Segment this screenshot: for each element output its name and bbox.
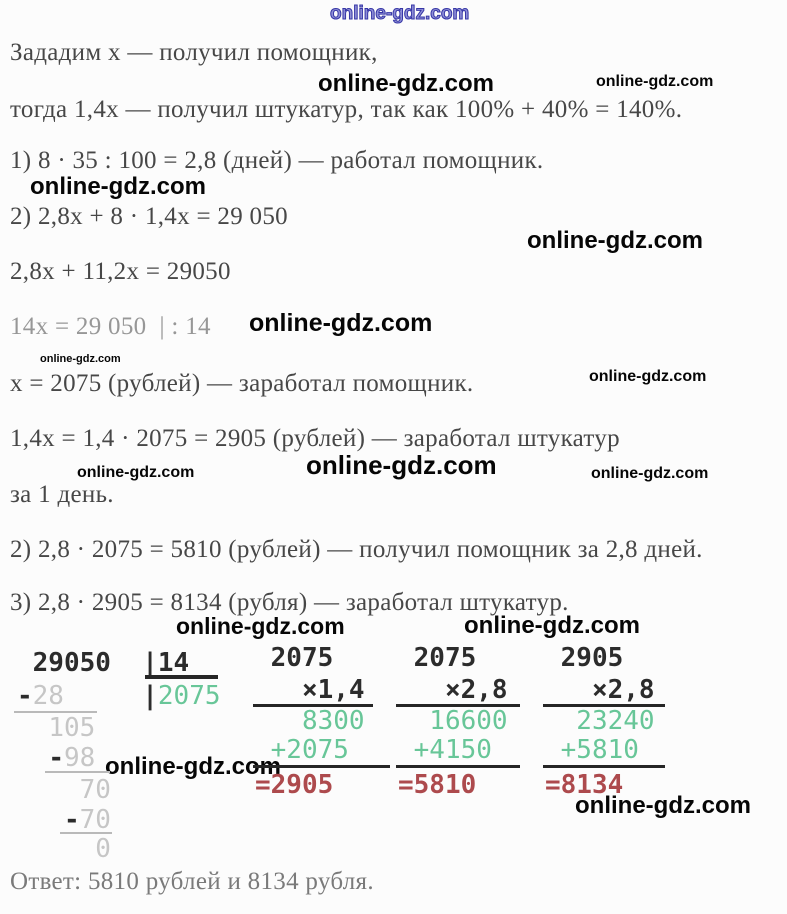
multiplication-row: 8300 xyxy=(255,706,365,736)
multiplication-row: 16600 xyxy=(398,706,508,736)
solution-line: 2) 2,8 · 2075 = 5810 (рублей) — получил … xyxy=(10,536,703,563)
watermark-text: online-gdz.com xyxy=(30,173,206,200)
calc-segment: |14 xyxy=(142,648,190,678)
division-rule xyxy=(145,675,218,679)
calc-segment: 29050 xyxy=(32,648,111,678)
watermark-text: online-gdz.com xyxy=(527,227,703,254)
division-row: 0 xyxy=(17,836,111,862)
multiplication-rule xyxy=(253,704,373,707)
calc-segment: 98 xyxy=(63,743,96,773)
solution-line: 1) 8 · 35 : 100 = 2,8 (дней) — работал п… xyxy=(10,147,544,174)
multiplication-row: =2905 xyxy=(255,770,334,800)
multiplication-row: ×1,4 xyxy=(255,675,365,705)
division-row: 105 xyxy=(17,715,95,741)
division-rule xyxy=(14,711,97,713)
calc-segment: 70 xyxy=(79,775,111,805)
watermark-text: online-gdz.com xyxy=(105,753,281,780)
solution-line: за 1 день. xyxy=(10,481,114,508)
watermark-text: online-gdz.com xyxy=(77,464,195,481)
multiplication-row: 2075 xyxy=(255,643,334,673)
multiplication-row: =5810 xyxy=(398,770,477,800)
multiplication-row: 2075 xyxy=(398,643,477,673)
multiplication-rule xyxy=(543,765,665,768)
calc-segment: - xyxy=(63,805,80,835)
solution-line: 1,4x = 1,4 · 2075 = 2905 (рублей) — зара… xyxy=(10,425,620,452)
division-row: 70 xyxy=(17,777,111,803)
multiplication-row: 2905 xyxy=(545,643,624,673)
calc-segment: | xyxy=(142,681,158,711)
watermark-text: online-gdz.com xyxy=(306,450,497,480)
watermark-text: online-gdz.com xyxy=(40,353,121,365)
watermark-text: online-gdz.com xyxy=(464,612,640,639)
solution-line: 3) 2,8 · 2905 = 8134 (рубля) — заработал… xyxy=(10,589,569,616)
division-row: 29050 |14 xyxy=(17,648,190,678)
multiplication-rule xyxy=(396,704,520,707)
watermark-text: online-gdz.com xyxy=(589,368,707,385)
solution-line: Зададим x — получил помощник, xyxy=(10,39,378,66)
division-rule xyxy=(45,771,110,773)
multiplication-row: +2075 xyxy=(255,735,349,765)
watermark-text: online-gdz.com xyxy=(329,3,470,24)
multiplication-row: +5810 xyxy=(545,735,639,765)
calc-segment: 28 xyxy=(32,681,64,711)
calc-segment: 0 xyxy=(95,834,111,864)
division-row: -70 xyxy=(17,807,111,833)
division-row: -28 |2075 xyxy=(17,683,221,709)
solution-line: x = 2075 (рублей) — заработал помощник. xyxy=(10,370,474,397)
solution-line: тогда 1,4x — получил штукатур, так как 1… xyxy=(10,96,683,123)
watermark-text: online-gdz.com xyxy=(575,792,751,819)
calc-segment: - xyxy=(48,743,64,773)
watermark-text: online-gdz.com xyxy=(249,309,433,337)
watermark-text: online-gdz.com xyxy=(591,465,709,482)
multiplication-row: ×2,8 xyxy=(398,675,508,705)
multiplication-rule xyxy=(396,765,520,768)
watermark-text: online-gdz.com xyxy=(176,613,345,639)
multiplication-row: 23240 xyxy=(545,706,655,736)
solution-line: 2) 2,8x + 8 · 1,4x = 29 050 xyxy=(10,203,288,230)
calc-segment: - xyxy=(17,681,33,711)
calc-segment: 70 xyxy=(79,805,111,835)
division-row: -98 xyxy=(17,745,95,771)
multiplication-row: +4150 xyxy=(398,735,492,765)
multiplication-rule xyxy=(543,704,665,707)
watermark-text: online-gdz.com xyxy=(596,73,714,90)
multiplication-rule xyxy=(253,765,390,768)
multiplication-row: =8134 xyxy=(545,770,624,800)
watermark-text: online-gdz.com xyxy=(318,70,494,97)
calc-segment: 105 xyxy=(48,713,96,743)
division-rule xyxy=(60,832,112,834)
calc-segment: 2075 xyxy=(157,681,221,711)
solution-line: 2,8x + 11,2x = 29050 xyxy=(10,258,231,285)
multiplication-row: ×2,8 xyxy=(545,675,655,705)
solution-line: 14x = 29 050 | : 14 xyxy=(10,313,211,340)
solution-line: Ответ: 5810 рублей и 8134 рубля. xyxy=(10,868,374,895)
